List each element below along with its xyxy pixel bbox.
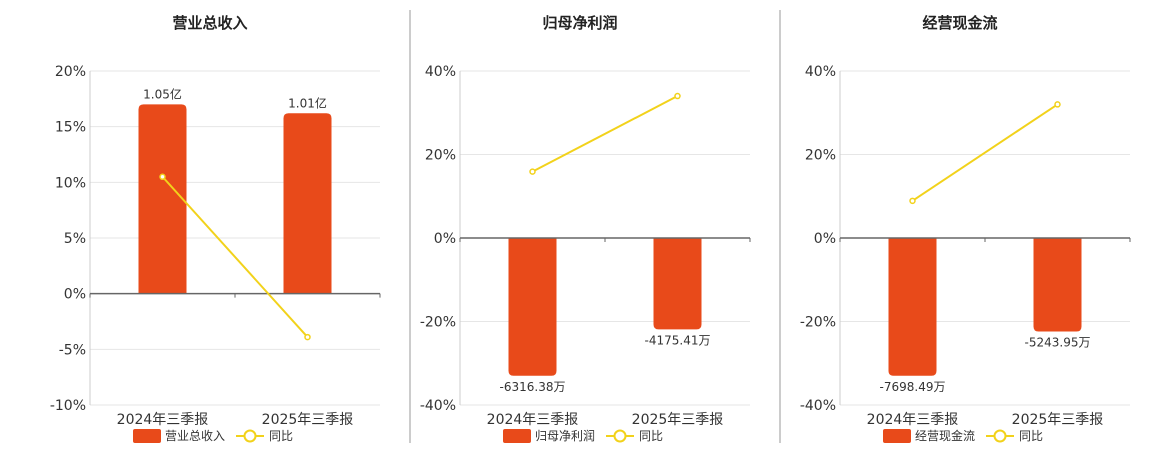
- bar: [138, 104, 187, 294]
- x-tick-label: 2025年三季报: [262, 412, 354, 428]
- y-tick-label: 15%: [55, 120, 86, 136]
- bar-data-label: -6316.38万: [500, 380, 566, 394]
- y-tick-label: -20%: [800, 315, 836, 331]
- yoy-line: [911, 103, 1059, 202]
- legend-bar-swatch: [883, 429, 911, 443]
- yoy-point: [529, 168, 536, 175]
- chart-panel-1: 营业总收入 20% 15% 10% 5% 0% -5% -10% 1.05亿 1.01亿 2024年…: [50, 14, 381, 443]
- legend-bar-label: 营业总收入: [165, 429, 225, 443]
- legend-line-marker: [993, 429, 1007, 443]
- y-tick-label: 40%: [425, 64, 456, 80]
- legend-line-marker: [613, 429, 627, 443]
- y-tick-label: 20%: [805, 148, 836, 164]
- y-tick-label: 10%: [55, 175, 86, 191]
- y-tick-label: -20%: [420, 315, 456, 331]
- y-tick-label: -40%: [420, 398, 456, 414]
- x-tick-label: 2025年三季报: [632, 412, 724, 428]
- y-tick-label: 0%: [814, 231, 836, 247]
- legend-line-label: 同比: [639, 429, 663, 443]
- bar-data-label: 1.01亿: [288, 95, 327, 110]
- yoy-point: [159, 173, 166, 181]
- y-tick-label: 20%: [55, 64, 86, 80]
- legend-bar-swatch: [503, 429, 531, 443]
- yoy-point: [304, 333, 311, 341]
- y-tick-label: -40%: [800, 398, 836, 414]
- chart-title: 营业总收入: [172, 14, 247, 32]
- chart-title: 经营现金流: [922, 14, 997, 32]
- y-tick-label: 40%: [805, 64, 836, 80]
- bar-data-label: 1.05亿: [143, 86, 182, 101]
- legend-bar-swatch: [133, 429, 161, 443]
- bar: [283, 113, 332, 294]
- y-tick-label: 0%: [434, 231, 456, 247]
- chart-title: 归母净利润: [542, 14, 617, 32]
- x-tick-label: 2024年三季报: [867, 412, 959, 428]
- x-tick-label: 2024年三季报: [117, 412, 209, 428]
- y-tick-label: -10%: [50, 398, 86, 414]
- yoy-point: [1054, 101, 1061, 108]
- chart-panel-3: 经营现金流 40% 20% 0% -20% -40% -7698.49万 -5243.95万 2…: [800, 14, 1131, 443]
- y-tick-label: 5%: [64, 231, 86, 247]
- legend-line-label: 同比: [1019, 429, 1043, 443]
- yoy-line: [161, 176, 309, 338]
- yoy-line: [532, 95, 678, 173]
- legend-bar-label: 归母净利润: [535, 429, 595, 443]
- bar-data-label: -7698.49万: [880, 380, 946, 394]
- y-tick-label: 0%: [64, 287, 86, 303]
- bar: [653, 238, 702, 330]
- x-tick-label: 2024年三季报: [487, 412, 579, 428]
- x-tick-label: 2025年三季报: [1012, 412, 1104, 428]
- legend-line-label: 同比: [269, 429, 293, 443]
- yoy-point: [909, 197, 916, 205]
- bar: [508, 238, 557, 376]
- bar: [1033, 238, 1082, 332]
- chart-panel-2: 归母净利润 40% 20% 0% -20% -40% -6316.38万 -4175.41万 2…: [420, 14, 751, 443]
- bar-data-label: -5243.95万: [1025, 336, 1091, 350]
- legend-line-marker: [243, 429, 257, 443]
- bar: [888, 238, 937, 376]
- bar-data-label: -4175.41万: [645, 333, 711, 347]
- yoy-point: [674, 92, 681, 100]
- y-tick-label: -5%: [59, 342, 86, 358]
- y-tick-label: 20%: [425, 148, 456, 164]
- legend-bar-label: 经营现金流: [915, 428, 975, 443]
